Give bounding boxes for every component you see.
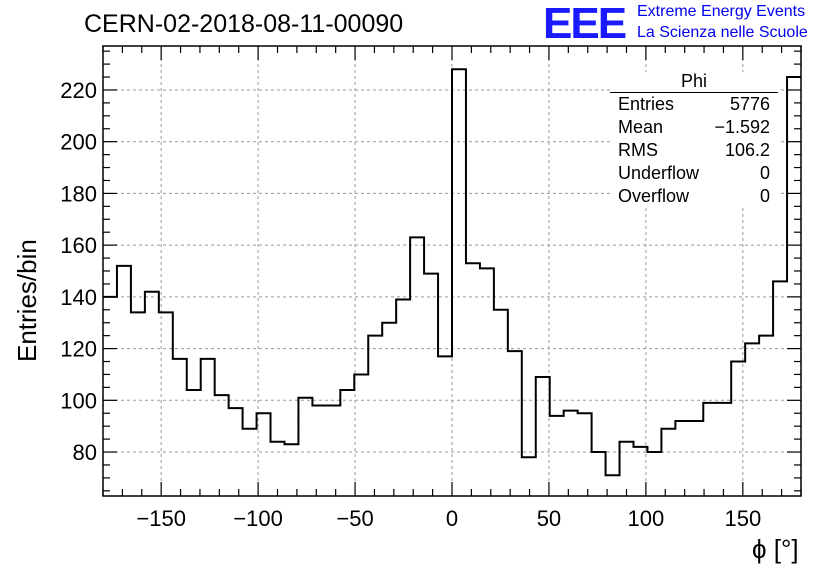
x-tick-label: 100 [628, 506, 665, 531]
chart-title: CERN-02-2018-08-11-00090 [84, 10, 404, 38]
x-tick-label: 150 [724, 506, 761, 531]
y-tick-label: 160 [60, 233, 97, 258]
x-tick-label: 50 [537, 506, 561, 531]
x-tick-labels: −150 −100 −50 0 50 100 150 [136, 506, 761, 531]
y-tick-label: 120 [60, 337, 97, 362]
x-tick-label: −50 [336, 506, 373, 531]
y-tick-label: 100 [60, 388, 97, 413]
y-tick-labels: 80 100 120 140 160 180 200 220 [60, 78, 97, 465]
stats-row-underflow: Underflow 0 [610, 162, 778, 185]
overflow-label: Overflow [618, 186, 690, 206]
y-tick-label: 180 [60, 181, 97, 206]
entries-value: 5776 [729, 94, 770, 114]
mean-label: Mean [618, 117, 664, 137]
overflow-value: 0 [759, 186, 770, 206]
logo-subtitle-2: La Scienza nelle Scuole [637, 24, 808, 41]
y-axis-label: Entries/bin [12, 239, 42, 362]
stats-row-rms: RMS 106.2 [610, 139, 778, 162]
stats-row-overflow: Overflow 0 [610, 185, 778, 208]
stats-row-mean: Mean −1.592 [610, 116, 778, 139]
rms-value: 106.2 [724, 140, 770, 160]
x-tick-label: −100 [233, 506, 283, 531]
y-tick-label: 200 [60, 130, 97, 155]
stats-box: Phi Entries 5776 Mean −1.592 RMS 106.2 U… [610, 72, 778, 208]
plot-frame [102, 45, 802, 497]
entries-label: Entries [618, 94, 675, 114]
x-axis-label: ϕ [°] [752, 534, 799, 564]
stats-row-entries: Entries 5776 [610, 93, 778, 116]
histogram-line [103, 68, 801, 477]
mean-value: −1.592 [714, 117, 770, 137]
logo-subtitle-1: Extreme Energy Events [637, 3, 806, 20]
rms-label: RMS [618, 140, 658, 160]
x-tick-label: −150 [136, 506, 186, 531]
eee-logo: EEE [543, 0, 627, 48]
stats-name: Phi [610, 72, 778, 93]
y-tick-label: 140 [60, 285, 97, 310]
underflow-label: Underflow [618, 163, 700, 183]
y-tick-label: 80 [73, 440, 97, 465]
underflow-value: 0 [759, 163, 770, 183]
y-tick-label: 220 [60, 78, 97, 103]
x-tick-label: 0 [446, 506, 458, 531]
